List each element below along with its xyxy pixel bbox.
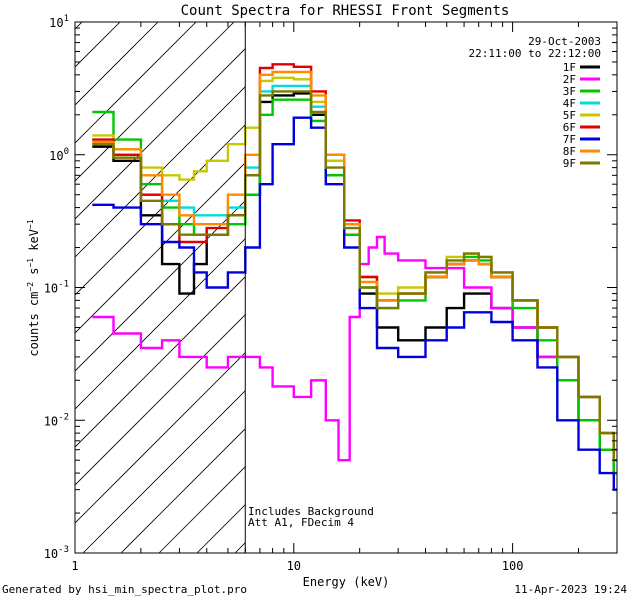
timestamp-label: 11-Apr-2023 19:24 xyxy=(514,583,627,596)
hatch-line xyxy=(75,22,273,220)
chart-title: Count Spectra for RHESSI Front Segments xyxy=(181,3,510,19)
background-hatched-region xyxy=(0,0,617,553)
generated-by-label: Generated by hsi_min_spectra_plot.pro xyxy=(2,583,248,596)
x-axis-label: Energy (keV) xyxy=(303,575,390,589)
legend-label: 6F xyxy=(563,121,576,134)
legend-label: 8F xyxy=(563,145,576,158)
x-tick-label: 100 xyxy=(502,559,524,573)
x-tick-label: 10 xyxy=(287,559,301,573)
legend-label: 2F xyxy=(563,73,576,86)
hatch-line xyxy=(0,0,113,553)
y-axis-label: counts cm−2 s−1 keV−1 xyxy=(26,219,41,356)
hatch-line xyxy=(75,22,197,144)
y-tick-label: 10-3 xyxy=(44,545,69,561)
y-tick-label: 100 xyxy=(49,147,69,163)
x-tick-label: 1 xyxy=(71,559,78,573)
annotation-background: Includes Background xyxy=(248,505,374,518)
series-line-7F xyxy=(92,116,617,491)
legend-label: 9F xyxy=(563,157,576,170)
annotation-attenuator: Att A1, FDecim 4 xyxy=(248,516,354,529)
hatch-line xyxy=(75,22,235,182)
y-tick-label: 101 xyxy=(49,14,69,30)
legend-label: 3F xyxy=(563,85,576,98)
legend-label: 7F xyxy=(563,133,576,146)
legend-label: 5F xyxy=(563,109,576,122)
y-tick-label: 10-1 xyxy=(44,280,69,296)
y-tick-label: 10-2 xyxy=(44,412,69,428)
axis-ticks xyxy=(74,21,618,554)
time-range-label: 22:11:00 to 22:12:00 xyxy=(469,47,601,60)
hatch-mask xyxy=(245,22,617,553)
legend-label: 4F xyxy=(563,97,576,110)
hatch-line xyxy=(75,22,121,68)
y-tick-labels: 101 100 10-1 10-2 10-3 xyxy=(44,14,69,561)
x-tick-labels: 1 10 100 xyxy=(71,559,523,573)
hatch-line xyxy=(75,22,159,106)
legend-label: 1F xyxy=(563,61,576,74)
series-group xyxy=(92,63,617,491)
date-label: 29-Oct-2003 xyxy=(528,35,601,48)
series-line-9F xyxy=(92,90,617,462)
